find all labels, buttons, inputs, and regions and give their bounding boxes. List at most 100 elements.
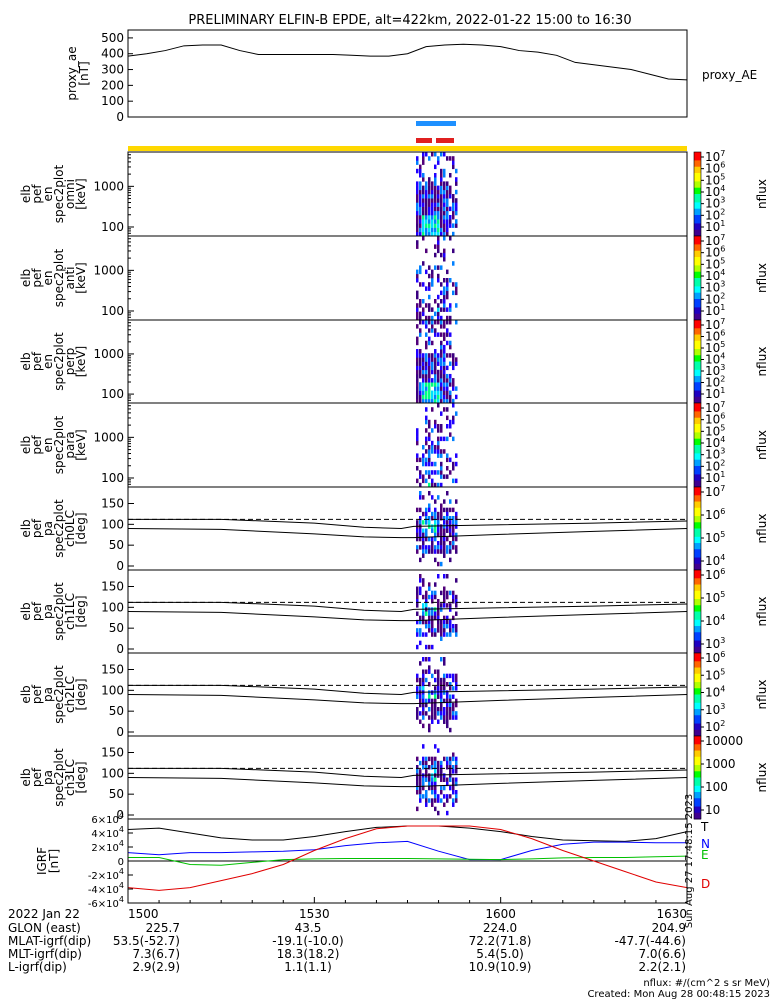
colorbar-segment: [694, 430, 701, 433]
spectrogram-cell: [437, 160, 440, 165]
spectrogram-cell: [434, 299, 437, 304]
spectrogram-cell: [455, 286, 458, 291]
spectrogram-cell: [422, 702, 425, 708]
colorbar-segment: [694, 484, 701, 488]
colorbar-segment: [694, 785, 701, 789]
panel-ylabel: pef: [30, 268, 44, 288]
colorbar-segment: [694, 653, 701, 656]
spectrogram-cell: [425, 549, 428, 554]
colorbar-segment: [694, 405, 701, 408]
spectrogram-cell: [416, 466, 419, 471]
colorbar-segment: [694, 376, 701, 379]
spectrogram-cell: [431, 202, 434, 207]
colorbar-segment: [694, 810, 701, 814]
spectrogram-cell: [428, 586, 431, 591]
spectrogram-cell: [443, 574, 446, 579]
spectrogram-cell: [455, 549, 458, 554]
spectrogram-cell: [431, 307, 434, 312]
spectrogram-cell: [422, 549, 425, 554]
footer-row-value: 2.9(2.9): [132, 960, 180, 974]
spectrogram-cell: [437, 449, 440, 454]
spectrogram-cell: [455, 478, 458, 484]
spectrogram-cell: [437, 440, 440, 446]
spectrogram-cell: [425, 340, 428, 346]
spectrogram-cell: [428, 273, 431, 279]
spectrogram-cell: [446, 707, 449, 712]
nflux-units: nflux: #/(cm^2 s sr MeV): [643, 978, 770, 989]
spectrogram-cell: [416, 168, 419, 174]
spectrogram-cell: [455, 794, 458, 799]
colorbar-segment: [694, 212, 701, 216]
spectrogram-cell: [455, 189, 458, 195]
spectrogram-cell: [419, 632, 422, 637]
colorbar-tick-label: 103: [705, 702, 725, 717]
spectrogram-cell: [440, 449, 443, 454]
spectrogram-cell: [431, 449, 434, 454]
colorbar-segment: [694, 619, 701, 623]
spectrogram-cell: [440, 657, 443, 662]
spectrogram-cell: [437, 711, 440, 716]
spectrogram-cell: [443, 303, 446, 308]
spectrogram-cell: [434, 765, 437, 770]
colorbar-segment: [694, 503, 701, 507]
spectrogram-cell: [428, 156, 431, 161]
spectrogram-cell: [431, 407, 434, 412]
footer-row-value: 225.7: [146, 921, 180, 935]
spectrogram-cell: [440, 181, 443, 186]
spectrogram-cell: [419, 702, 422, 708]
spectrogram-cell: [434, 215, 437, 220]
spectrogram-cell: [431, 628, 434, 633]
spectrogram-cell: [449, 707, 452, 712]
spectrogram-cell: [443, 628, 446, 633]
colorbar-segment: [694, 238, 701, 241]
colorbar-tick-label: 102: [705, 458, 725, 473]
panel-omni-bg: [128, 152, 687, 236]
spectrogram-cell: [437, 748, 440, 753]
colorbar-segment: [694, 480, 701, 484]
colorbar-segment: [694, 545, 701, 548]
spectrogram-cell: [428, 507, 431, 513]
spectrogram-cell: [416, 394, 419, 400]
colorbar-segment: [694, 621, 701, 625]
spectrogram-cell: [437, 769, 440, 774]
colorbar-segment: [694, 421, 701, 425]
spectrogram-cell: [446, 210, 449, 216]
colorbar-segment: [694, 538, 701, 542]
spectrogram-cell: [434, 557, 437, 563]
spectrogram-cell: [437, 194, 440, 199]
spectrogram-cell: [422, 189, 425, 195]
spectrogram-cell: [452, 461, 455, 467]
colorbar-tick-label: 102: [705, 207, 725, 222]
colorbar-tick-label: 102: [705, 375, 725, 390]
colorbar-segment: [694, 586, 701, 590]
spectrogram-cell: [446, 436, 449, 442]
spectrogram-cell: [416, 378, 419, 383]
colorbar-segment: [694, 640, 701, 644]
spectrogram-cell: [440, 428, 443, 433]
y-tick-label: 1000: [93, 179, 124, 193]
spectrogram-cell: [446, 202, 449, 207]
spectrogram-cell: [443, 449, 446, 454]
spectrogram-cell: [440, 349, 443, 354]
panel-ylabel: spec2plot: [52, 164, 66, 223]
spectrogram-cell: [452, 290, 455, 296]
spectrogram-cell: [416, 536, 419, 542]
spectrogram-cell: [440, 206, 443, 212]
spectrogram-cell: [446, 590, 449, 596]
spectrogram-cell: [455, 624, 458, 629]
spectrogram-cell: [422, 578, 425, 583]
colorbar-segment: [694, 644, 701, 648]
colorbar-segment: [694, 756, 701, 760]
spectrogram-cell: [455, 520, 458, 525]
panel-ylabel: anti: [63, 267, 77, 290]
colorbar-segment: [694, 474, 701, 477]
spectrogram-cell: [440, 365, 443, 371]
spectrogram-cell: [437, 202, 440, 207]
panel-ylabel: ch1LC: [63, 593, 77, 630]
spectrogram-cell: [419, 353, 422, 358]
spectrogram-cell: [416, 194, 419, 199]
spectrogram-cell: [419, 557, 422, 563]
spectrogram-cell: [425, 227, 428, 233]
spectrogram-cell: [422, 398, 425, 404]
